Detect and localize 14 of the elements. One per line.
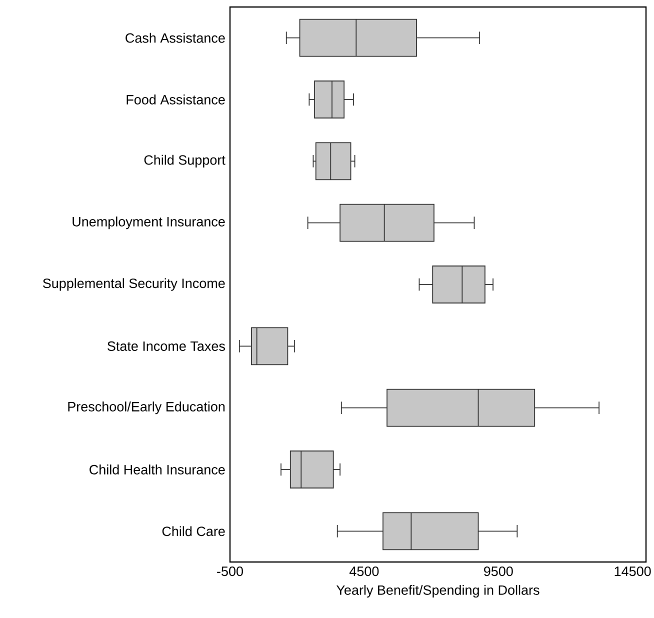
y-tick-label: Child Care xyxy=(162,526,225,536)
y-tick-label: Child Health Insurance xyxy=(90,464,225,474)
x-tick-label: -500 xyxy=(217,566,243,576)
y-tick-label: Cash Assistance xyxy=(126,32,225,43)
y-tick-label: Supplemental Security Income xyxy=(42,278,225,291)
y-tick-label: Unemployment Insurance xyxy=(72,216,225,230)
x-axis-title: Yearly Benefit/Spending in Dollars xyxy=(336,584,540,598)
x-tick-label: 14500 xyxy=(614,566,651,576)
x-tick-label: 4500 xyxy=(349,566,379,576)
y-tick-label: State Income Taxes xyxy=(108,341,225,351)
y-tick-label: Food Assistance xyxy=(126,94,225,104)
y-tick-label: Child Support xyxy=(144,154,226,168)
y-tick-label: Preschool/Early Education xyxy=(68,402,225,414)
x-tick-label: 9500 xyxy=(484,566,513,576)
